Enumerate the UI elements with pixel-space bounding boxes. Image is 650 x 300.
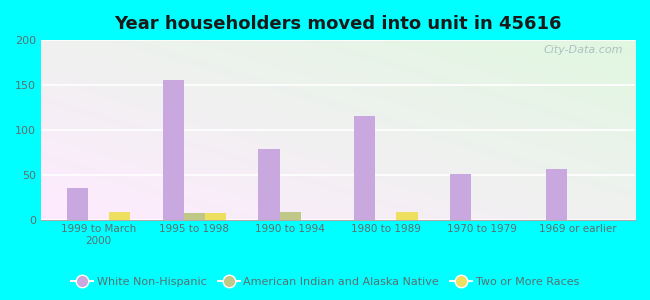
Bar xyxy=(67,188,88,220)
Bar xyxy=(184,213,205,220)
Bar xyxy=(396,212,417,220)
Title: Year householders moved into unit in 45616: Year householders moved into unit in 456… xyxy=(114,15,562,33)
Bar xyxy=(162,80,184,220)
Legend: White Non-Hispanic, American Indian and Alaska Native, Two or More Races: White Non-Hispanic, American Indian and … xyxy=(67,273,583,291)
Bar xyxy=(450,174,471,220)
Bar xyxy=(546,169,567,220)
Text: City-Data.com: City-Data.com xyxy=(543,46,623,56)
Bar xyxy=(205,213,226,220)
Bar xyxy=(109,212,130,220)
Bar xyxy=(354,116,375,220)
Bar xyxy=(259,149,280,220)
Bar xyxy=(280,212,301,220)
